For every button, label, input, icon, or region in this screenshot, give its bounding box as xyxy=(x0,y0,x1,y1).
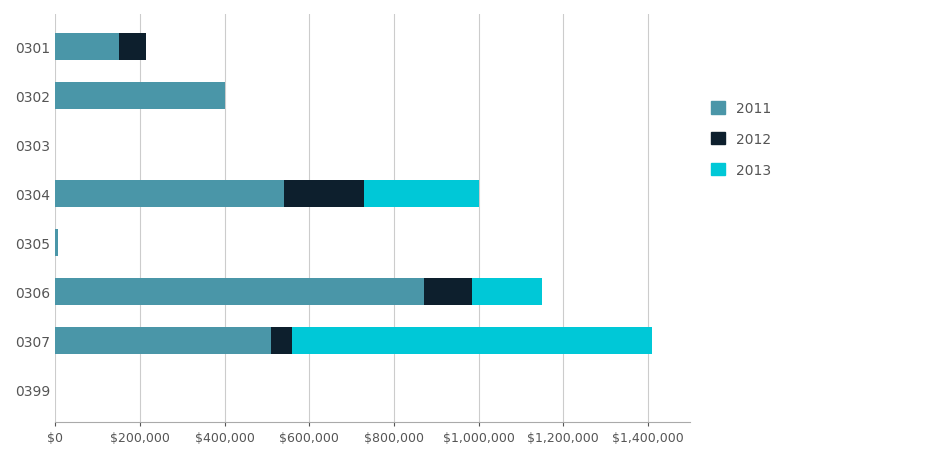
Bar xyxy=(363,180,478,207)
Bar xyxy=(423,279,472,306)
Bar xyxy=(271,328,292,354)
Bar xyxy=(119,34,146,61)
Bar xyxy=(55,83,225,109)
Bar xyxy=(55,328,271,354)
Bar xyxy=(55,180,283,207)
Bar xyxy=(55,34,119,61)
Bar xyxy=(55,279,423,306)
Bar xyxy=(472,279,542,306)
Bar xyxy=(55,230,59,257)
Bar xyxy=(292,328,651,354)
Legend: 2011, 2012, 2013: 2011, 2012, 2013 xyxy=(703,95,777,184)
Bar xyxy=(283,180,363,207)
